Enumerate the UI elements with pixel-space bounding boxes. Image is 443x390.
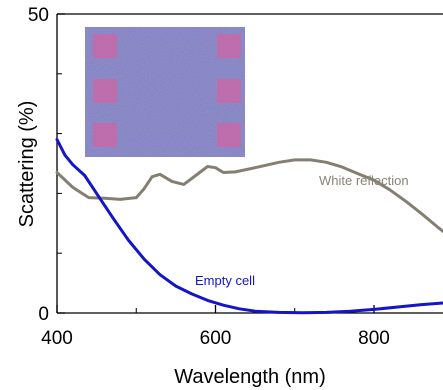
plot-frame: [56, 13, 443, 314]
inset-image: [85, 27, 245, 157]
series-line-white-reflection: [55, 158, 443, 234]
x-tick-label: 400: [41, 328, 73, 349]
series-line-empty-cell: [55, 138, 443, 315]
annotation-empty-cell: Empty cell: [195, 273, 255, 288]
inset-square: [93, 34, 117, 58]
y-tick-label: 50: [28, 5, 49, 26]
inset-square: [93, 123, 117, 147]
inset-square: [217, 34, 241, 58]
series-layer: [55, 138, 443, 315]
inset-square: [217, 123, 241, 147]
x-tick-label: 600: [200, 328, 232, 349]
y-axis-label: Scattering (%): [16, 101, 38, 228]
annotation-white-reflection: White reflection: [319, 173, 409, 188]
inset-square: [217, 79, 241, 103]
inset-squares: [93, 34, 241, 147]
y-tick-label: 0: [38, 304, 49, 325]
y-ticks: 0 50: [28, 5, 65, 325]
x-tick-label: 800: [358, 328, 390, 349]
minor-y-ticks: [57, 73, 62, 254]
inset-square: [93, 79, 117, 103]
x-ticks: 400 600 800: [41, 305, 390, 349]
x-axis-label: Wavelength (nm): [174, 366, 326, 388]
